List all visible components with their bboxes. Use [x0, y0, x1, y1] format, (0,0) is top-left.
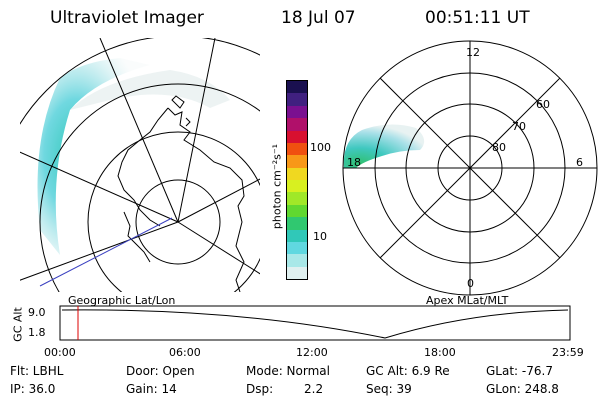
colorbar-segment: [287, 130, 307, 143]
orbit-ytick-min: 1.8: [28, 326, 46, 339]
mlt-label-6: 6: [576, 156, 583, 169]
colorbar-segment: [287, 229, 307, 242]
date-label: 18 Jul 07: [281, 8, 356, 28]
colorbar-unit-label: photon cm⁻²s⁻¹: [270, 143, 284, 230]
orbit-axis-label: GC Alt: [11, 307, 25, 342]
colorbar-segment: [287, 155, 307, 168]
aurora-emission-region: [37, 58, 150, 255]
filter-label: Flt: LBHL: [10, 364, 64, 378]
left-map-caption: Geographic Lat/Lon: [68, 294, 176, 307]
mlat-label-70: 70: [512, 120, 526, 133]
colorbar-segment: [287, 167, 307, 180]
door-label: Door: Open: [126, 364, 195, 378]
mlat-label-80: 80: [492, 141, 506, 154]
colorbar-segment: [287, 254, 307, 267]
orbit-ground-track: [39, 217, 173, 287]
gain-label: Gain: 14: [126, 382, 177, 396]
colorbar-segment: [287, 266, 307, 279]
instrument-title: Ultraviolet Imager: [50, 8, 204, 28]
right-map-caption: Apex MLat/MLT: [426, 294, 509, 307]
orbit-xtick-1: 06:00: [169, 346, 201, 359]
mlt-label-18: 18: [347, 156, 361, 169]
gc-alt-label: GC Alt: 6.9 Re: [366, 364, 450, 378]
seq-label: Seq: 39: [366, 382, 412, 396]
colorbar-segment: [287, 81, 307, 94]
colorbar-segment: [287, 192, 307, 205]
colorbar-segment: [287, 93, 307, 106]
orbit-xtick-0: 00:00: [44, 346, 76, 359]
colorbar-tick-10: 10: [313, 230, 327, 243]
mlat-label-60: 60: [536, 98, 550, 111]
colorbar-segment: [287, 241, 307, 255]
colorbar-tick-100: 100: [310, 141, 331, 154]
orbit-ytick-max: 9.0: [28, 306, 46, 319]
time-label: 00:51:11 UT: [425, 8, 530, 28]
colorbar-segment: [287, 118, 307, 131]
colorbar-segment: [287, 180, 307, 193]
glon-label: GLon: 248.8: [486, 382, 559, 396]
colorbar-segment: [287, 204, 307, 218]
colorbar-segment: [287, 217, 307, 230]
mlt-label-12: 12: [466, 46, 480, 59]
ip-label: IP: 36.0: [10, 382, 56, 396]
mode-label: Mode: Normal: [246, 364, 330, 378]
orbit-xtick-3: 18:00: [424, 346, 456, 359]
dsp-value: 2.2: [304, 382, 324, 396]
colorbar-segment: [287, 142, 307, 156]
orbit-xtick-2: 12:00: [296, 346, 328, 359]
glat-label: GLat: -76.7: [486, 364, 553, 378]
orbit-xtick-4: 23:59: [552, 346, 584, 359]
colorbar-segment: [287, 105, 307, 119]
intensity-color-bar: [286, 80, 308, 280]
mlt-label-0: 0: [467, 277, 474, 290]
dsp-label: Dsp:: [246, 382, 274, 396]
